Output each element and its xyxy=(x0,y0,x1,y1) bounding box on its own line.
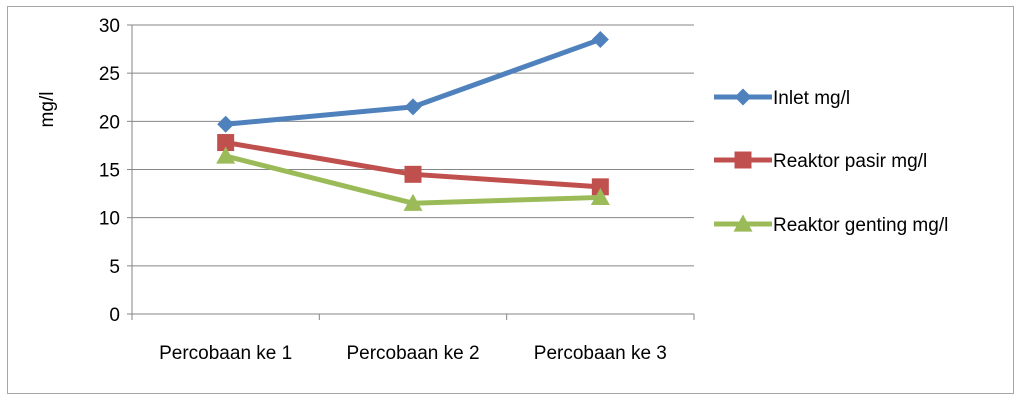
data-point xyxy=(591,178,609,196)
legend-label: Reaktor pasir mg/l xyxy=(773,151,927,172)
data-point xyxy=(403,193,423,211)
x-tick-label: Percobaan ke 1 xyxy=(159,343,292,364)
y-tick-label: 25 xyxy=(99,64,120,85)
y-axis-title: mg/l xyxy=(37,92,58,128)
legend-entry: Inlet mg/l xyxy=(714,88,850,109)
series-3 xyxy=(216,146,610,211)
gridlines xyxy=(132,24,694,267)
legend-label: Reaktor genting mg/l xyxy=(773,215,948,236)
axes xyxy=(127,24,695,320)
series-1 xyxy=(217,30,609,133)
data-point xyxy=(217,134,235,152)
x-tick-label: Percobaan ke 3 xyxy=(534,343,667,364)
data-point xyxy=(590,187,610,206)
y-tick-label: 10 xyxy=(99,209,120,230)
y-tick-label: 0 xyxy=(109,305,120,326)
y-tick-label: 5 xyxy=(109,257,120,278)
legend-marker xyxy=(734,88,752,106)
data-series xyxy=(216,30,610,211)
data-point xyxy=(591,30,609,48)
x-tick-label: Percobaan ke 2 xyxy=(346,343,479,364)
y-tick-labels: 0 5 10 15 20 25 30 xyxy=(99,16,120,326)
y-tick-label: 20 xyxy=(99,112,120,133)
legend-entry: Reaktor pasir mg/l xyxy=(714,151,927,172)
data-point xyxy=(216,146,236,164)
legend-marker xyxy=(733,214,753,232)
series-2 xyxy=(217,134,609,196)
y-tick-label: 30 xyxy=(99,16,120,37)
legend: Inlet mg/l Reaktor pasir mg/l Reaktor gent… xyxy=(714,88,948,236)
legend-marker xyxy=(734,151,752,169)
legend-label: Inlet mg/l xyxy=(773,88,850,109)
data-point xyxy=(217,115,235,133)
y-tick-label: 15 xyxy=(99,161,120,182)
x-tick-labels: Percobaan ke 1 Percobaan ke 2 Percobaan ke… xyxy=(159,343,667,364)
data-point xyxy=(404,98,422,116)
legend-entry: Reaktor genting mg/l xyxy=(714,214,948,236)
data-point xyxy=(404,165,422,183)
